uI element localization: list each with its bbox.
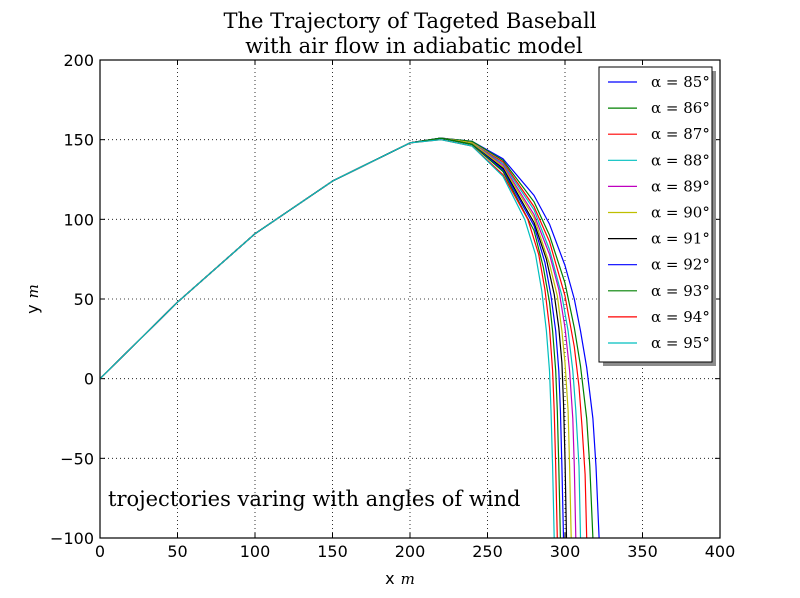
- y-axis-unit: m: [24, 284, 42, 298]
- legend-label: α = 92°: [651, 256, 710, 274]
- legend-label: α = 90°: [651, 204, 710, 222]
- x-tick-label: 0: [95, 542, 105, 561]
- legend-label: α = 85°: [651, 73, 710, 91]
- legend-entries: α = 85° α = 86° α = 87° α = 88° α = 89° α = 9…: [608, 73, 710, 352]
- y-axis-label-text: y: [23, 304, 42, 313]
- legend-label: α = 94°: [651, 308, 710, 326]
- y-tick-label: −100: [50, 529, 94, 548]
- y-tick-label: 0: [84, 370, 94, 389]
- legend-label: α = 87°: [651, 125, 710, 143]
- x-tick-label: 400: [705, 542, 736, 561]
- legend-box: [598, 66, 713, 363]
- legend-label: α = 91°: [651, 230, 710, 248]
- y-tick-label: −50: [60, 449, 94, 468]
- y-tick-label: 150: [63, 131, 94, 150]
- legend-label: α = 86°: [651, 99, 710, 117]
- x-tick-label: 150: [317, 542, 348, 561]
- x-axis-label-text: x: [385, 569, 394, 588]
- plot-frame: [99, 59, 721, 539]
- legend-label: α = 93°: [651, 282, 710, 300]
- series-line-11: [99, 139, 555, 539]
- x-tick-label: 100: [240, 542, 271, 561]
- legend-label: α = 95°: [651, 334, 710, 352]
- y-tick-label: 200: [63, 51, 94, 70]
- y-tick-labels: −100 −50 0 50 100 150 200: [50, 51, 94, 548]
- x-tick-label: 200: [395, 542, 426, 561]
- x-tick-label: 50: [167, 542, 187, 561]
- x-tick-labels: 0 50 100 150 200 250 300 350 400: [95, 542, 735, 561]
- y-tick-label: 100: [63, 210, 94, 229]
- y-axis-label: ym: [23, 284, 42, 314]
- legend-label: α = 89°: [651, 177, 710, 195]
- series-lines: [99, 137, 600, 539]
- legend-label: α = 88°: [651, 151, 710, 169]
- y-tick-label: 50: [74, 290, 94, 309]
- x-tick-label: 250: [472, 542, 503, 561]
- annotation-text: trojectories varing with angles of wind: [108, 487, 520, 511]
- chart-title-line-1: The Trajectory of Tageted Baseball: [224, 9, 597, 33]
- chart-title-line-2: with air flow in adiabatic model: [245, 34, 583, 58]
- x-axis-unit: m: [401, 570, 415, 588]
- x-tick-label: 300: [550, 542, 581, 561]
- x-tick-label: 350: [627, 542, 658, 561]
- legend: α = 85° α = 86° α = 87° α = 88° α = 89° α = 9…: [598, 66, 716, 366]
